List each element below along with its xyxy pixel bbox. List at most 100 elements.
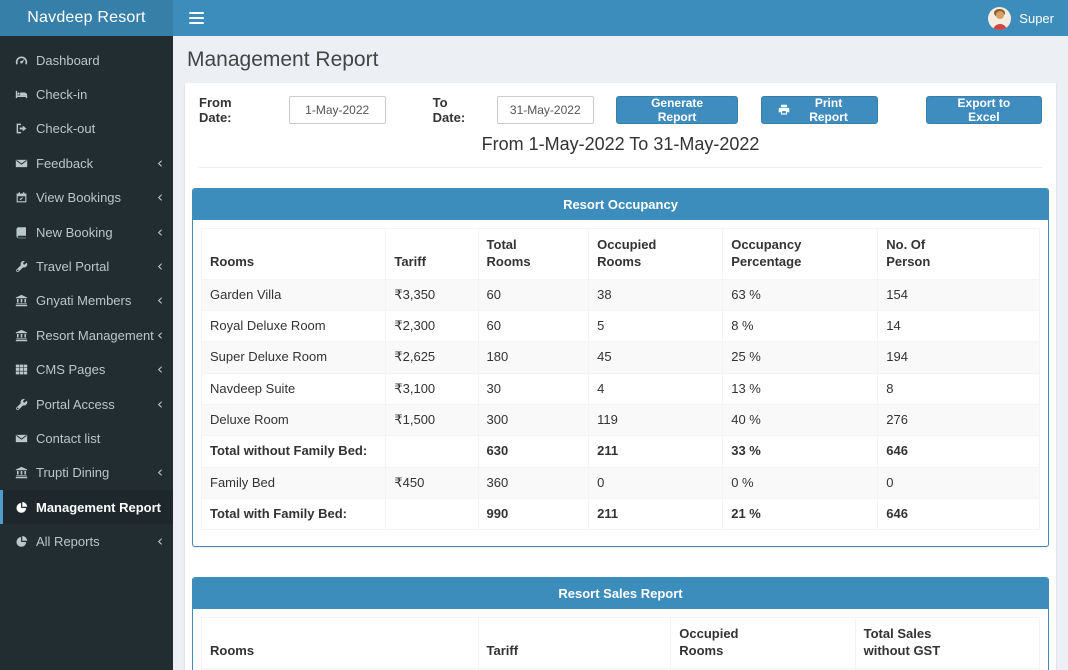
sidebar-item-portal-access[interactable]: Portal Access ‹ — [0, 387, 173, 421]
content-card: From Date: To Date: Generate Report Prin… — [185, 83, 1056, 670]
table-cell: 0 — [588, 466, 724, 499]
table-cell: 45 — [588, 341, 724, 374]
occupancy-panel: Resort Occupancy Rooms Tariff Total Rooms O… — [192, 188, 1049, 548]
pie-chart-icon — [15, 535, 36, 548]
chevron-left-icon: ‹ — [157, 291, 163, 310]
bed-icon — [15, 88, 36, 101]
to-date-input[interactable] — [496, 96, 594, 124]
chevron-left-icon: ‹ — [157, 532, 163, 551]
sidebar-item-trupti-dining[interactable]: Trupti Dining ‹ — [0, 456, 173, 490]
column-header: Occupancy Percentage — [722, 228, 879, 280]
table-row: Total without Family Bed: 630 211 33 % 6… — [200, 435, 1040, 468]
table-cell: 194 — [877, 341, 1040, 374]
table-cell: 8 — [877, 372, 1040, 405]
envelope-icon — [15, 157, 36, 170]
table-cell: 4 — [588, 372, 724, 405]
sidebar-item-contact-list[interactable]: Contact list ‹ — [0, 421, 173, 455]
table-cell: 8 % — [722, 310, 879, 343]
table-cell: 21 % — [722, 497, 879, 531]
user-menu[interactable]: Super — [988, 6, 1068, 30]
sidebar-item-feedback[interactable]: Feedback ‹ — [0, 146, 173, 180]
sidebar-item-cms-pages[interactable]: CMS Pages ‹ — [0, 353, 173, 387]
app-title[interactable]: Navdeep Resort — [0, 0, 173, 36]
envelope-icon — [15, 432, 36, 445]
chevron-left-icon: ‹ — [157, 394, 163, 413]
report-period-heading: From 1-May-2022 To 31-May-2022 — [199, 125, 1042, 168]
sidebar-item-dashboard[interactable]: Dashboard ‹ — [0, 43, 173, 77]
table-cell — [385, 435, 479, 468]
print-report-button[interactable]: Print Report — [761, 96, 878, 124]
chevron-left-icon: ‹ — [157, 463, 163, 482]
sidebar-item-travel-portal[interactable]: Travel Portal ‹ — [0, 249, 173, 283]
from-date-label: From Date: — [199, 95, 232, 125]
column-header: Total Rooms — [477, 228, 590, 280]
table-cell: Family Bed — [200, 466, 387, 499]
sidebar-item-view-bookings[interactable]: View Bookings ‹ — [0, 181, 173, 215]
table-cell: ₹2,625 — [385, 341, 479, 374]
table-cell: 646 — [877, 435, 1040, 468]
table-cell: 63 % — [722, 278, 879, 312]
table-cell: 211 — [588, 435, 724, 468]
wrench-icon — [15, 398, 36, 411]
column-header: Rooms — [200, 228, 387, 280]
table-cell: 154 — [877, 278, 1040, 312]
sidebar-item-new-booking[interactable]: New Booking ‹ — [0, 215, 173, 249]
generate-report-button[interactable]: Generate Report — [615, 96, 739, 124]
report-filter: From Date: To Date: Generate Report Prin… — [185, 83, 1056, 168]
column-header: Rooms — [201, 617, 479, 669]
table-row: Royal Deluxe Room ₹2,300 60 5 8 % 14 — [200, 310, 1040, 343]
wrench-icon — [15, 260, 36, 273]
table-cell: Navdeep Suite — [200, 372, 387, 405]
table-cell: ₹450 — [385, 466, 479, 499]
table-cell: 990 — [477, 497, 590, 531]
table-cell: Deluxe Room — [200, 403, 387, 437]
chevron-left-icon: ‹ — [157, 188, 163, 207]
to-date-label: To Date: — [432, 95, 466, 125]
sidebar-item-all-reports[interactable]: All Reports ‹ — [0, 524, 173, 558]
sidebar-nav: Dashboard ‹ Check-in ‹ Check-out ‹ Feedb… — [0, 43, 173, 559]
gauge-icon — [15, 54, 36, 67]
table-cell: 646 — [877, 497, 1040, 531]
column-header: Total Sales without GST — [854, 617, 1041, 669]
table-row: Super Deluxe Room ₹2,625 180 45 25 % 194 — [200, 341, 1040, 374]
sales-panel: Resort Sales Report Rooms Tariff Occupied … — [192, 577, 1049, 670]
printer-icon — [778, 104, 790, 116]
table-cell: 30 — [477, 372, 590, 405]
sign-out-icon — [15, 122, 36, 135]
sidebar: Dashboard ‹ Check-in ‹ Check-out ‹ Feedb… — [0, 36, 173, 670]
table-cell: 630 — [477, 435, 590, 468]
table-cell: 38 — [588, 278, 724, 312]
table-cell: 40 % — [722, 403, 879, 437]
column-header: Occupied Rooms — [670, 617, 856, 669]
avatar — [988, 6, 1012, 30]
sidebar-item-management-report[interactable]: Management Report ‹ — [0, 490, 173, 525]
table-cell: 13 % — [722, 372, 879, 405]
export-to-excel-button[interactable]: Export to Excel — [925, 96, 1043, 124]
hamburger-icon[interactable] — [173, 0, 219, 36]
table-cell: Total with Family Bed: — [200, 497, 387, 531]
page-title: Management Report — [187, 48, 379, 71]
sales-header-row: Rooms Tariff Occupied Rooms Total Sales wit… — [201, 617, 1041, 669]
chevron-left-icon: ‹ — [157, 153, 163, 172]
occupancy-table: Rooms Tariff Total Rooms Occupied Rooms Occu… — [200, 228, 1040, 531]
sales-panel-title: Resort Sales Report — [193, 578, 1048, 610]
table-cell: Garden Villa — [200, 278, 387, 312]
table-row: Family Bed ₹450 360 0 0 % 0 — [200, 466, 1040, 499]
sidebar-item-check-out[interactable]: Check-out ‹ — [0, 112, 173, 146]
table-cell: 0 % — [722, 466, 879, 499]
table-row: Garden Villa 3350 37 — [201, 667, 1041, 670]
table-cell: ₹3,100 — [385, 372, 479, 405]
table-cell: Royal Deluxe Room — [200, 310, 387, 343]
sidebar-item-resort-management[interactable]: Resort Management ‹ — [0, 318, 173, 352]
top-navbar: Navdeep Resort Super — [0, 0, 1068, 36]
sales-table-body: Garden Villa 3350 37 — [201, 667, 1041, 670]
sidebar-item-gnyati-members[interactable]: Gnyati Members ‹ — [0, 284, 173, 318]
from-date-input[interactable] — [288, 96, 386, 124]
sidebar-item-check-in[interactable]: Check-in ‹ — [0, 77, 173, 111]
main-content: Management Report From Date: To Date: Ge… — [173, 36, 1068, 670]
table-cell: 180 — [477, 341, 590, 374]
table-cell — [385, 497, 479, 531]
table-cell: 60 — [477, 278, 590, 312]
report-panels: Resort Occupancy Rooms Tariff Total Rooms O… — [185, 168, 1056, 670]
